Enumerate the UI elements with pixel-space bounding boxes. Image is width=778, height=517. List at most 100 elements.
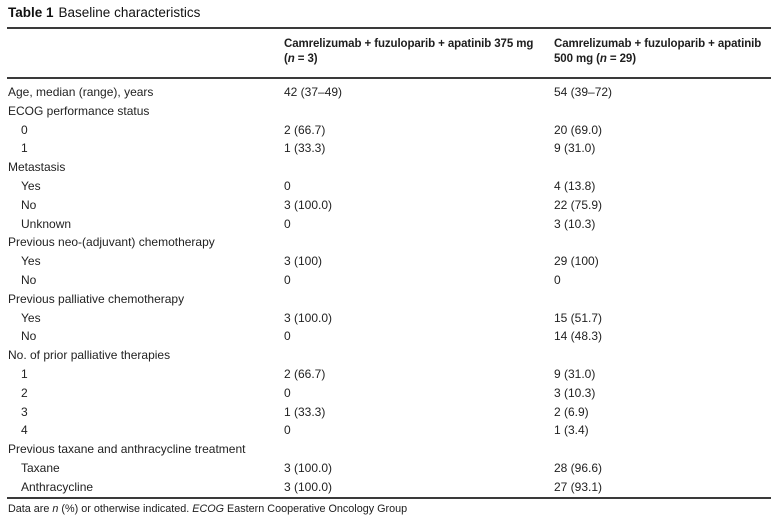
cell-arm-375 [284, 102, 554, 121]
cell-arm-375: 3 (100) [284, 254, 323, 269]
table-row: Metastasis [7, 158, 771, 177]
table-row: 1 1 (33.3) 9 (31.0) [7, 139, 771, 158]
cell-arm-500 [554, 158, 771, 177]
table-row: 0 2 (66.7) 20 (69.0) [7, 121, 771, 140]
cell-arm-500: 22 (75.9) [554, 197, 603, 212]
row-label: 1 [21, 366, 28, 381]
header-arm-375-n-symbol: n [287, 53, 295, 65]
table-row: 2 0 3 (10.3) [7, 384, 771, 403]
cell-arm-500: 9 (31.0) [554, 141, 596, 156]
table-row: Previous taxane and anthracycline treatm… [7, 440, 771, 459]
cell-arm-375 [284, 233, 554, 252]
table-row: Taxane 3 (100.0) 28 (96.6) [7, 459, 771, 478]
table-row: ECOG performance status [7, 102, 771, 121]
footnote-text-1: Data are [8, 502, 53, 515]
cell-arm-500 [554, 346, 771, 365]
cell-arm-375: 3 (100.0) [284, 460, 333, 475]
table-row: No 3 (100.0) 22 (75.9) [7, 196, 771, 215]
cell-arm-500: 9 (31.0) [554, 366, 596, 381]
header-arm-500-n-pre: 500 mg ( [554, 53, 600, 65]
header-label-column [7, 28, 284, 79]
cell-arm-500 [554, 233, 771, 252]
cell-arm-500: 4 (13.8) [554, 178, 596, 193]
table-row: Previous neo-(adjuvant) chemotherapy [7, 233, 771, 252]
table-caption: Baseline characteristics [58, 5, 201, 20]
header-row: Camrelizumab + fuzuloparib + apatinib 37… [7, 28, 771, 79]
header-arm-500-line2: 500 mg (n = 29) [554, 52, 767, 67]
header-arm-500-line1: Camrelizumab + fuzuloparib + apatinib [554, 38, 762, 50]
cell-arm-375 [284, 346, 554, 365]
cell-arm-375: 3 (100.0) [284, 197, 333, 212]
cell-arm-375: 0 [284, 272, 291, 287]
cell-arm-500 [554, 290, 771, 309]
table-row: No. of prior palliative therapies [7, 346, 771, 365]
table-title: Table 1 Baseline characteristics [8, 5, 771, 21]
row-label: Metastasis [8, 160, 66, 175]
footnote-ecog-abbrev: ECOG [192, 502, 225, 515]
table-row: 4 0 1 (3.4) [7, 421, 771, 440]
header-arm-375-n-pre: ( [284, 53, 288, 65]
table-row: No 0 14 (48.3) [7, 327, 771, 346]
cell-arm-500 [554, 102, 771, 121]
cell-arm-500: 1 (3.4) [554, 423, 589, 438]
row-label: Yes [21, 254, 41, 269]
row-label: 3 [21, 404, 28, 419]
header-arm-500-n-post: = 29) [606, 53, 636, 65]
cell-arm-375: 0 [284, 423, 291, 438]
cell-arm-500: 3 (10.3) [554, 216, 596, 231]
table-row: No 0 0 [7, 271, 771, 290]
footnote-text-3: Eastern Cooperative Oncology Group [224, 502, 408, 515]
header-arm-375-line1: Camrelizumab + fuzuloparib + apatinib 37… [284, 38, 534, 50]
table-row: 3 1 (33.3) 2 (6.9) [7, 403, 771, 422]
cell-arm-375: 0 [284, 329, 291, 344]
row-label: ECOG performance status [8, 103, 150, 118]
cell-arm-375: 0 [284, 178, 291, 193]
row-label: Previous taxane and anthracycline treatm… [8, 442, 246, 457]
cell-arm-500: 15 (51.7) [554, 310, 603, 325]
cell-arm-500: 3 (10.3) [554, 385, 596, 400]
cell-arm-500: 28 (96.6) [554, 460, 603, 475]
table-row: 1 2 (66.7) 9 (31.0) [7, 365, 771, 384]
header-arm-500-n-symbol: n [599, 53, 607, 65]
cell-arm-500: 14 (48.3) [554, 329, 603, 344]
row-label: Anthracycline [21, 479, 94, 494]
row-label: 4 [21, 423, 28, 438]
cell-arm-500: 0 [554, 272, 561, 287]
footnote-text-2: (%) or otherwise indicated. [58, 502, 193, 515]
table-row: Yes 3 (100.0) 15 (51.7) [7, 309, 771, 328]
cell-arm-375: 0 [284, 385, 291, 400]
table-row: Unknown 0 3 (10.3) [7, 215, 771, 234]
row-label: No [21, 197, 37, 212]
cell-arm-375: 1 (33.3) [284, 141, 326, 156]
cell-arm-375 [284, 440, 554, 459]
row-label: 0 [21, 122, 28, 137]
cell-arm-375: 3 (100.0) [284, 479, 333, 494]
cell-arm-500: 20 (69.0) [554, 122, 603, 137]
cell-arm-375: 2 (66.7) [284, 366, 326, 381]
cell-arm-375: 3 (100.0) [284, 310, 333, 325]
row-label: Previous palliative chemotherapy [8, 291, 185, 306]
table-footnote: Data are n (%) or otherwise indicated. E… [8, 503, 771, 516]
cell-arm-500 [554, 440, 771, 459]
row-label: 2 [21, 385, 28, 400]
table-row: Yes 3 (100) 29 (100) [7, 252, 771, 271]
row-label: Yes [21, 310, 41, 325]
table-row: Previous palliative chemotherapy [7, 290, 771, 309]
cell-arm-500: 27 (93.1) [554, 479, 603, 494]
baseline-characteristics-table: Camrelizumab + fuzuloparib + apatinib 37… [7, 27, 771, 499]
row-label: Unknown [21, 216, 72, 231]
cell-arm-500: 54 (39–72) [554, 85, 613, 99]
row-label: No [21, 329, 37, 344]
cell-arm-375: 0 [284, 216, 291, 231]
table-row: Yes 0 4 (13.8) [7, 177, 771, 196]
row-label: Yes [21, 178, 41, 193]
cell-arm-500: 29 (100) [554, 254, 599, 269]
cell-arm-375: 1 (33.3) [284, 404, 326, 419]
cell-arm-375 [284, 158, 554, 177]
row-label: Previous neo-(adjuvant) chemotherapy [8, 235, 215, 250]
cell-arm-500: 2 (6.9) [554, 404, 589, 419]
table-header: Camrelizumab + fuzuloparib + apatinib 37… [7, 28, 771, 79]
cell-arm-375: 42 (37–49) [284, 85, 343, 99]
header-arm-375-line2: (n = 3) [284, 52, 550, 67]
